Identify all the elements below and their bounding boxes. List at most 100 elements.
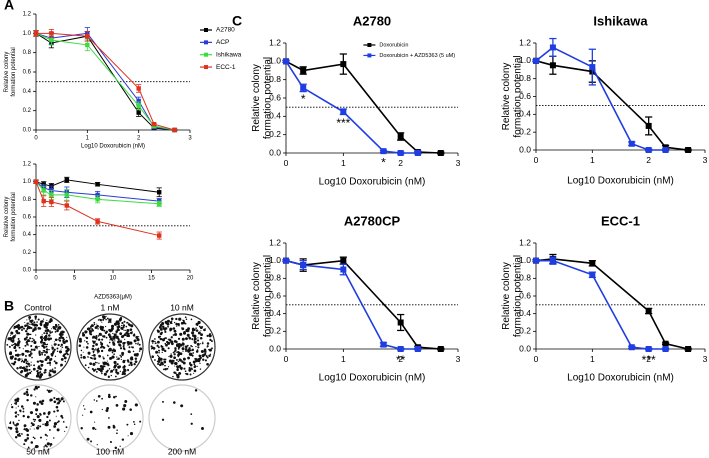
colony	[164, 349, 167, 353]
data-point	[49, 192, 54, 198]
colony	[85, 340, 88, 343]
data-point	[157, 190, 162, 195]
colony	[181, 337, 185, 341]
colony	[157, 329, 160, 333]
colony	[30, 370, 33, 372]
colony	[97, 352, 99, 354]
colony	[44, 370, 46, 372]
colony	[109, 339, 111, 341]
colony	[151, 339, 154, 343]
colony	[173, 321, 176, 324]
colony	[167, 325, 169, 328]
colony	[36, 360, 40, 363]
colony	[62, 400, 65, 403]
colony	[200, 330, 202, 332]
colony	[15, 427, 19, 431]
colony	[156, 354, 159, 356]
colony	[45, 420, 49, 424]
colony	[161, 351, 163, 354]
x-tick-label: 1	[590, 354, 595, 364]
plate-rim	[148, 384, 216, 452]
colony	[112, 338, 114, 340]
colony	[121, 351, 125, 355]
colony	[65, 339, 68, 343]
colony	[157, 355, 160, 358]
colony	[120, 327, 123, 329]
colony	[99, 327, 103, 331]
colony	[30, 364, 32, 366]
colony	[124, 329, 126, 332]
colony	[193, 328, 196, 331]
colony	[33, 364, 36, 367]
colony	[98, 355, 102, 358]
colony	[47, 337, 50, 340]
colony	[114, 375, 117, 378]
colony	[26, 332, 30, 336]
colony	[52, 351, 55, 354]
colony	[43, 335, 48, 340]
colony	[197, 337, 199, 339]
colony	[118, 317, 123, 322]
colony	[54, 361, 58, 365]
colony	[160, 338, 163, 341]
colony	[42, 423, 44, 426]
colony	[14, 357, 17, 361]
colony	[95, 343, 98, 346]
colony	[26, 393, 29, 397]
legend-marker	[204, 65, 208, 70]
colony	[176, 365, 179, 368]
colony	[169, 329, 172, 332]
data-point	[95, 219, 100, 224]
panel-label: B	[4, 298, 14, 314]
colony	[59, 335, 63, 339]
colony	[196, 349, 199, 351]
data-point	[340, 61, 347, 68]
colony	[10, 331, 13, 334]
colony	[26, 360, 28, 363]
colony	[20, 411, 22, 413]
plate-label: 1 nM	[101, 302, 120, 312]
data-point	[380, 341, 387, 348]
colony	[170, 340, 174, 344]
colony	[178, 365, 181, 368]
colony	[24, 321, 26, 323]
colony	[184, 345, 188, 349]
colony	[33, 327, 37, 331]
colony	[49, 318, 53, 322]
colony	[121, 335, 124, 339]
colony	[102, 357, 105, 360]
colony	[115, 395, 117, 398]
data-point	[533, 257, 539, 264]
y-tick-label: 0.2	[23, 250, 32, 256]
y-axis-label: formation potential	[11, 192, 17, 241]
colony	[128, 346, 131, 349]
y-tick-label: 1.0	[519, 255, 531, 265]
colony	[129, 328, 133, 331]
colony	[162, 400, 164, 403]
colony	[26, 327, 29, 331]
colony	[36, 371, 40, 375]
colony	[24, 344, 27, 347]
colony	[122, 328, 124, 331]
data-point	[533, 57, 539, 64]
colony	[192, 369, 194, 371]
colony	[112, 396, 116, 399]
data-point	[33, 179, 39, 184]
colony	[150, 345, 153, 348]
colony	[206, 356, 209, 359]
colony	[105, 336, 108, 339]
colony	[47, 389, 51, 393]
colony	[92, 344, 95, 348]
colony	[82, 355, 86, 359]
colony	[138, 343, 141, 346]
colony	[192, 360, 196, 364]
y-tick-label: 1.2	[269, 237, 281, 247]
colony	[112, 368, 115, 371]
colony	[164, 320, 168, 324]
colony	[23, 337, 27, 341]
colony	[187, 344, 189, 347]
significance: ***	[336, 116, 350, 130]
plate-label: Control	[24, 302, 52, 312]
colony	[190, 318, 193, 321]
series-line	[285, 259, 441, 350]
